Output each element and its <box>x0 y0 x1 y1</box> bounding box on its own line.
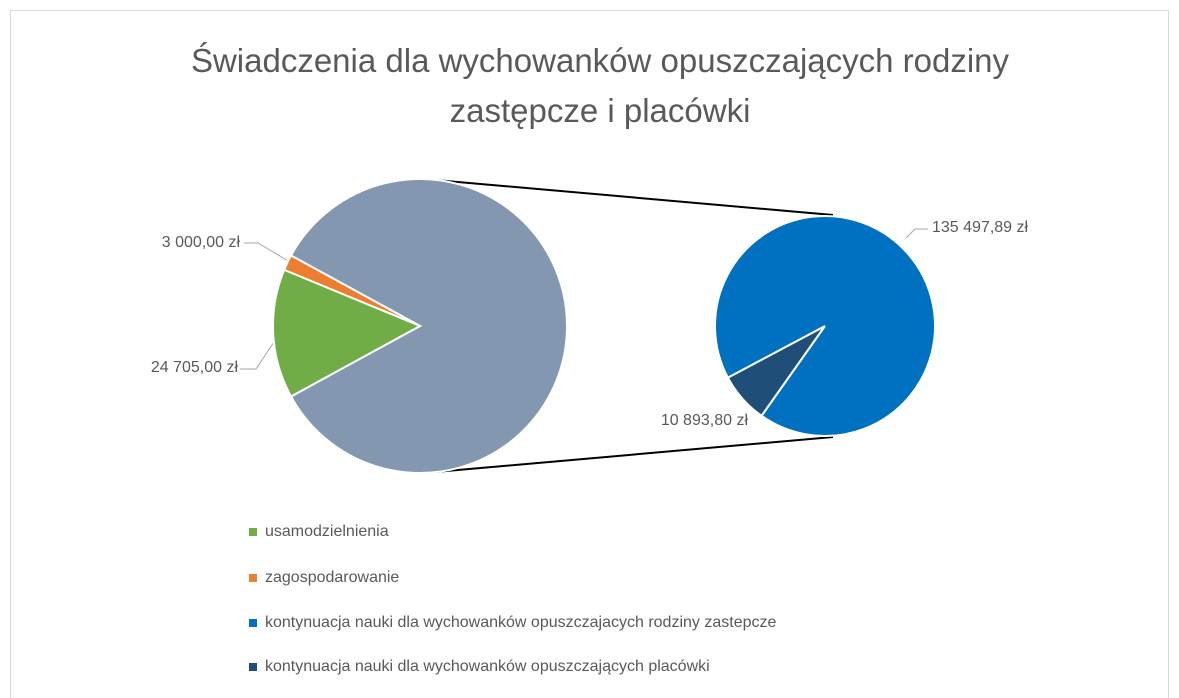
legend-swatch <box>249 663 257 671</box>
pie-slice-other <box>289 178 568 474</box>
connector-line <box>434 179 834 216</box>
leader-line <box>244 242 291 263</box>
data-label: 135 497,89 zł <box>932 219 1029 236</box>
legend-swatch <box>249 574 257 582</box>
data-label: 10 893,80 zł <box>661 412 749 429</box>
legend-label: zagospodarowanie <box>265 569 399 586</box>
leader-line <box>905 228 928 239</box>
data-label: 24 705,00 zł <box>151 359 239 376</box>
legend-label: kontynuacja nauki dla wychowanków opuszc… <box>265 614 776 631</box>
leader-line <box>240 335 279 370</box>
legend-label: kontynuacja nauki dla wychowanków opuszc… <box>265 658 710 675</box>
connector-line <box>434 436 834 473</box>
legend-label: usamodzielnienia <box>265 523 389 540</box>
legend-swatch <box>249 528 257 536</box>
pie-slice <box>272 268 423 398</box>
data-label: 3 000,00 zł <box>162 234 241 251</box>
chart-border <box>10 10 1169 698</box>
legend-swatch <box>249 619 257 627</box>
pie-slice <box>714 215 936 437</box>
chart-title: Świadczenia dla wychowanków opuszczający… <box>190 42 1010 129</box>
